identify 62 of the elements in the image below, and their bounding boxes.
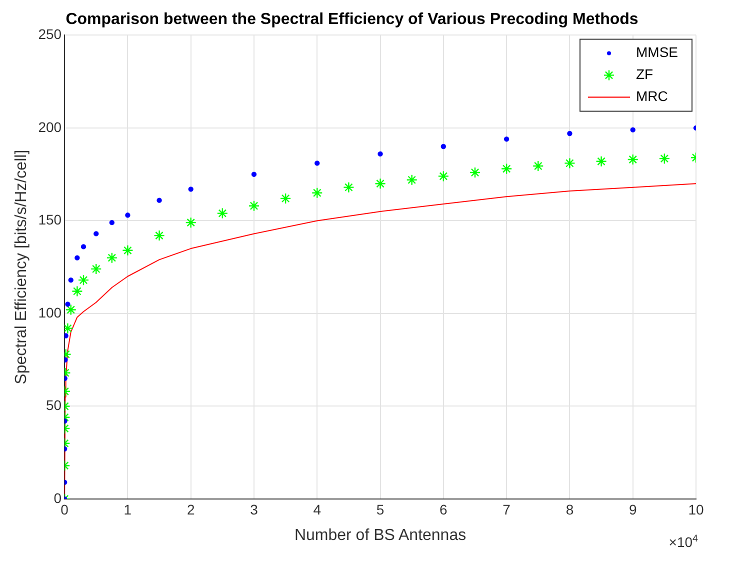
point	[185, 216, 196, 228]
point	[154, 230, 165, 242]
point	[627, 154, 638, 166]
point	[65, 302, 70, 307]
x-tick-label: 8	[566, 501, 574, 518]
x-tick-label: 1	[124, 501, 132, 518]
point	[504, 136, 510, 142]
x-tick-label: 2	[186, 501, 195, 518]
y-tick-label: 0	[54, 490, 62, 506]
point	[567, 130, 572, 136]
point	[64, 333, 68, 338]
x-tick-label: 4	[313, 501, 322, 518]
point	[106, 252, 118, 264]
chart-title: Comparison between the Spectral Efficiency of Various Precoding Methods	[66, 11, 638, 28]
point	[658, 152, 670, 164]
legend-label: MRC	[636, 88, 668, 104]
point	[469, 166, 481, 178]
point	[374, 178, 386, 190]
point	[378, 151, 383, 157]
point	[122, 244, 134, 256]
point	[438, 170, 450, 182]
legend-label: MMSE	[636, 44, 678, 60]
x-tick-label: 10	[688, 501, 704, 518]
point	[280, 192, 292, 204]
point	[564, 158, 576, 169]
point	[90, 263, 102, 275]
point	[248, 200, 260, 212]
legend-label: ZF	[636, 66, 654, 82]
x-tick-label: 7	[502, 501, 511, 518]
x-tick-label: 6	[440, 501, 448, 518]
point	[80, 244, 86, 250]
y-axis-title: Spectral Efficiency [bits/s/Hz/cell]	[13, 150, 30, 384]
y-tick-label: 150	[38, 212, 62, 228]
point	[216, 208, 228, 219]
x-tick-label: 5	[376, 501, 384, 518]
point	[343, 182, 354, 193]
y-tick-label: 200	[38, 118, 62, 135]
point	[156, 198, 162, 203]
x-tick-label: 3	[250, 501, 258, 518]
point	[596, 156, 607, 167]
y-tick-label: 100	[38, 304, 62, 320]
point	[251, 172, 257, 177]
point	[109, 220, 115, 226]
point	[406, 174, 418, 186]
point	[532, 160, 544, 172]
point	[94, 231, 99, 236]
point	[65, 304, 76, 316]
point	[314, 160, 320, 166]
point	[500, 163, 512, 174]
point	[312, 187, 323, 198]
y-tick-label: 250	[38, 26, 62, 42]
y-tick-label: 50	[46, 397, 62, 414]
point	[72, 286, 83, 297]
point	[68, 277, 74, 283]
point	[440, 144, 446, 150]
point	[74, 255, 80, 260]
x-axis-title: Number of BS Antennas	[294, 526, 466, 544]
point	[125, 212, 130, 218]
point	[630, 127, 636, 132]
x-tick-label: 9	[628, 501, 637, 518]
point	[188, 186, 194, 192]
point	[78, 274, 90, 286]
